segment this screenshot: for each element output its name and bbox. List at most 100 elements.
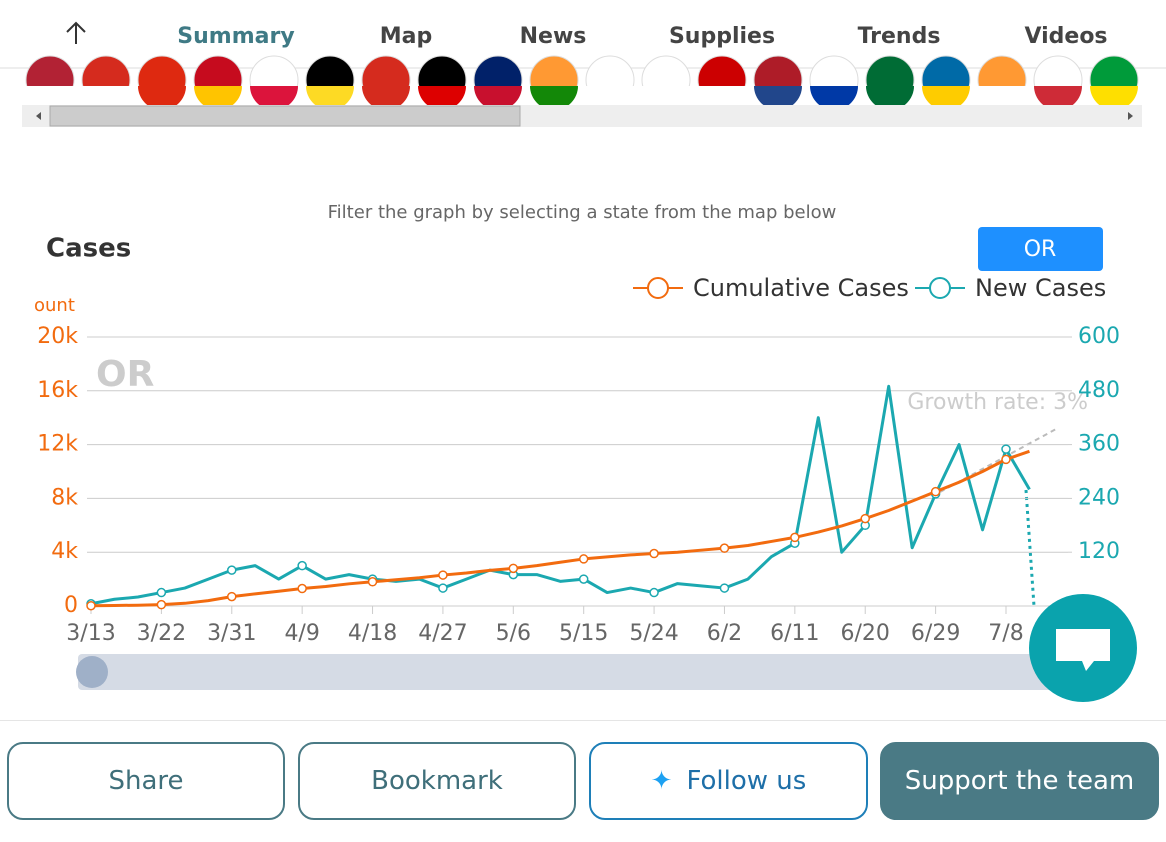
x-tick-label: 4/27: [418, 621, 467, 646]
range-handle[interactable]: [76, 656, 108, 688]
y-tick-label: 4k: [51, 539, 78, 564]
point-marker: [438, 583, 448, 593]
nav-item[interactable]: Videos: [1024, 24, 1107, 49]
scroll-thumb[interactable]: [49, 105, 521, 127]
flag-band: [194, 86, 242, 110]
x-tick-label: 5/24: [629, 621, 678, 646]
legend-label: New Cases: [975, 274, 1106, 302]
flag-band: [138, 86, 186, 110]
chart-title: Cases: [46, 234, 131, 264]
flag-band: [530, 86, 578, 110]
bookmark-button[interactable]: Bookmark: [298, 742, 576, 820]
point-marker: [297, 583, 307, 594]
x-tick-label: 4/9: [284, 621, 319, 646]
point-marker: [367, 577, 378, 587]
x-tick-label: 3/13: [66, 621, 115, 646]
y-tick-label: 0: [64, 593, 78, 618]
point-marker: [719, 543, 730, 553]
flag-band: [754, 86, 802, 110]
point-marker: [860, 513, 870, 524]
legend-marker: [929, 277, 951, 299]
flag-band: [978, 86, 1026, 110]
up-icon[interactable]: [66, 21, 86, 44]
point-marker: [790, 532, 800, 543]
share-button[interactable]: Share: [7, 742, 285, 820]
y-tick-label: 20k: [37, 324, 78, 349]
x-tick-label: 6/20: [841, 621, 890, 646]
point-marker: [438, 570, 448, 580]
flag-band: [586, 86, 634, 110]
flag-band: [306, 86, 354, 110]
growth-annotation: Growth rate: 3%: [907, 390, 1088, 415]
x-tick-label: 5/15: [559, 621, 608, 646]
flag-band: [642, 86, 690, 110]
y-tick-label: 16k: [37, 378, 78, 403]
filter-button[interactable]: [978, 227, 1103, 271]
x-tick-label: 6/29: [911, 621, 960, 646]
x-tick-label: 6/11: [770, 621, 819, 646]
y2-tick-label: 120: [1078, 539, 1120, 564]
projection: [1024, 489, 1036, 607]
flag-band: [810, 86, 858, 110]
y2-tick-label: 600: [1078, 324, 1120, 349]
y-tick-label: 12k: [37, 432, 78, 457]
point-marker: [227, 565, 237, 575]
point-marker: [227, 591, 237, 602]
point-marker: [1001, 454, 1011, 465]
flag-band: [1034, 86, 1082, 110]
flag-band: [82, 86, 130, 110]
flag-band: [698, 86, 746, 110]
nav-item[interactable]: Supplies: [669, 24, 775, 49]
y-tick-label: 8k: [51, 485, 78, 510]
header: Summary Map News Supplies Trends Videos: [0, 21, 1166, 127]
point-marker: [719, 583, 730, 593]
series-line: [90, 384, 1031, 606]
nav-item[interactable]: Summary: [177, 24, 294, 49]
legend-label: Cumulative Cases: [693, 274, 909, 302]
point-marker: [649, 548, 659, 559]
flag-band: [474, 86, 522, 110]
follow-label[interactable]: Follow us: [686, 766, 807, 796]
support-button[interactable]: Support the team: [880, 742, 1159, 820]
flag-band: [866, 86, 914, 110]
filter-button-label[interactable]: OR: [1024, 237, 1057, 262]
x-tick-label: 5/6: [496, 621, 531, 646]
watermark: OR: [96, 354, 154, 395]
x-tick-label: 4/18: [348, 621, 397, 646]
flag-band: [922, 86, 970, 110]
point-marker: [578, 574, 589, 584]
y2-tick-label: 240: [1078, 485, 1120, 510]
nav-item[interactable]: Trends: [858, 24, 941, 49]
point-marker: [1001, 444, 1011, 454]
follow-button[interactable]: ✦ Follow us: [589, 742, 868, 820]
point-marker: [649, 587, 659, 598]
flag-band: [250, 86, 298, 110]
flag-band: [418, 86, 466, 110]
chat-button[interactable]: [1028, 593, 1138, 703]
point-marker: [297, 560, 307, 571]
flag-band: [1090, 86, 1138, 110]
legend-marker: [647, 277, 669, 299]
x-tick-label: 3/22: [137, 621, 186, 646]
range-slider[interactable]: [78, 654, 1060, 690]
x-tick-label: 3/31: [207, 621, 256, 646]
point-marker: [156, 599, 167, 610]
filter-hint: Filter the graph by selecting a state fr…: [328, 202, 837, 223]
chart: Filter the graph by selecting a state fr…: [34, 202, 1120, 690]
point-marker: [930, 486, 941, 497]
chat-icon[interactable]: [1056, 629, 1110, 671]
x-tick-label: 7/8: [988, 621, 1023, 646]
x-tick-label: 6/2: [707, 621, 742, 646]
flags: [25, 55, 1139, 110]
point-marker: [156, 587, 167, 598]
flag-band: [362, 86, 410, 110]
nav-item[interactable]: Map: [380, 24, 433, 49]
nav-item[interactable]: News: [520, 24, 587, 49]
footer-divider: [0, 720, 1166, 721]
y-axis-label: ount: [34, 295, 75, 316]
series-line: [90, 449, 1030, 608]
flag-band: [26, 86, 74, 110]
twitter-icon: ✦: [650, 766, 673, 796]
y2-tick-label: 360: [1078, 432, 1120, 457]
